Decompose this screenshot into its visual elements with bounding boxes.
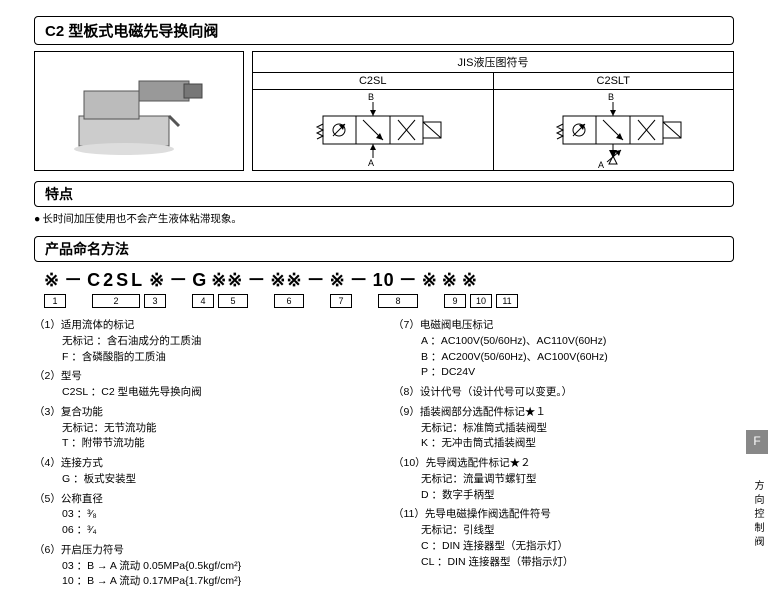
definitions: （1）适用流体的标记 无标记 ：含石油成分的工质油 F ：含磷酸脂的工质油 （2… (34, 314, 734, 590)
feature-line-1: 长时间加压使用也不会产生液体粘滞现象。 (34, 211, 734, 226)
naming-indices: 1 2 3 4 5 6 7 8 9 10 11 (44, 294, 734, 308)
symbol-table: JIS液压图符号 C2SL C2SLT B (252, 51, 734, 171)
port-b-label: B (368, 92, 374, 102)
naming-code: ※－ C2SL ※－ G ※※－ ※※－ ※－ 10－ ※ ※ ※ (44, 266, 734, 292)
top-row: JIS液压图符号 C2SL C2SLT B (34, 51, 734, 171)
index-box: 1 (44, 294, 66, 308)
product-photo (34, 51, 244, 171)
definitions-right: （7）电磁阀电压标记 A ：AC100V(50/60Hz)、AC110V(60H… (393, 314, 734, 590)
svg-text:A: A (598, 160, 604, 170)
symbol-c2sl: B (253, 90, 494, 170)
section-side-label: 方向控制阀 (750, 480, 765, 550)
symbol-col2-label: C2SLT (494, 73, 734, 89)
definitions-left: （1）适用流体的标记 无标记 ：含石油成分的工质油 F ：含磷酸脂的工质油 （2… (34, 314, 375, 590)
symbol-table-header: JIS液压图符号 (253, 52, 733, 73)
port-a-label: A (368, 158, 374, 168)
svg-text:B: B (608, 92, 614, 102)
features-header: 特点 (34, 181, 734, 207)
valve-illustration (59, 61, 219, 161)
section-tab: F (746, 430, 768, 454)
page-title: C2 型板式电磁先导换向阀 (34, 16, 734, 45)
naming-header: 产品命名方法 (34, 236, 734, 262)
symbol-col1-label: C2SL (253, 73, 494, 89)
symbol-c2slt: B (494, 90, 734, 170)
